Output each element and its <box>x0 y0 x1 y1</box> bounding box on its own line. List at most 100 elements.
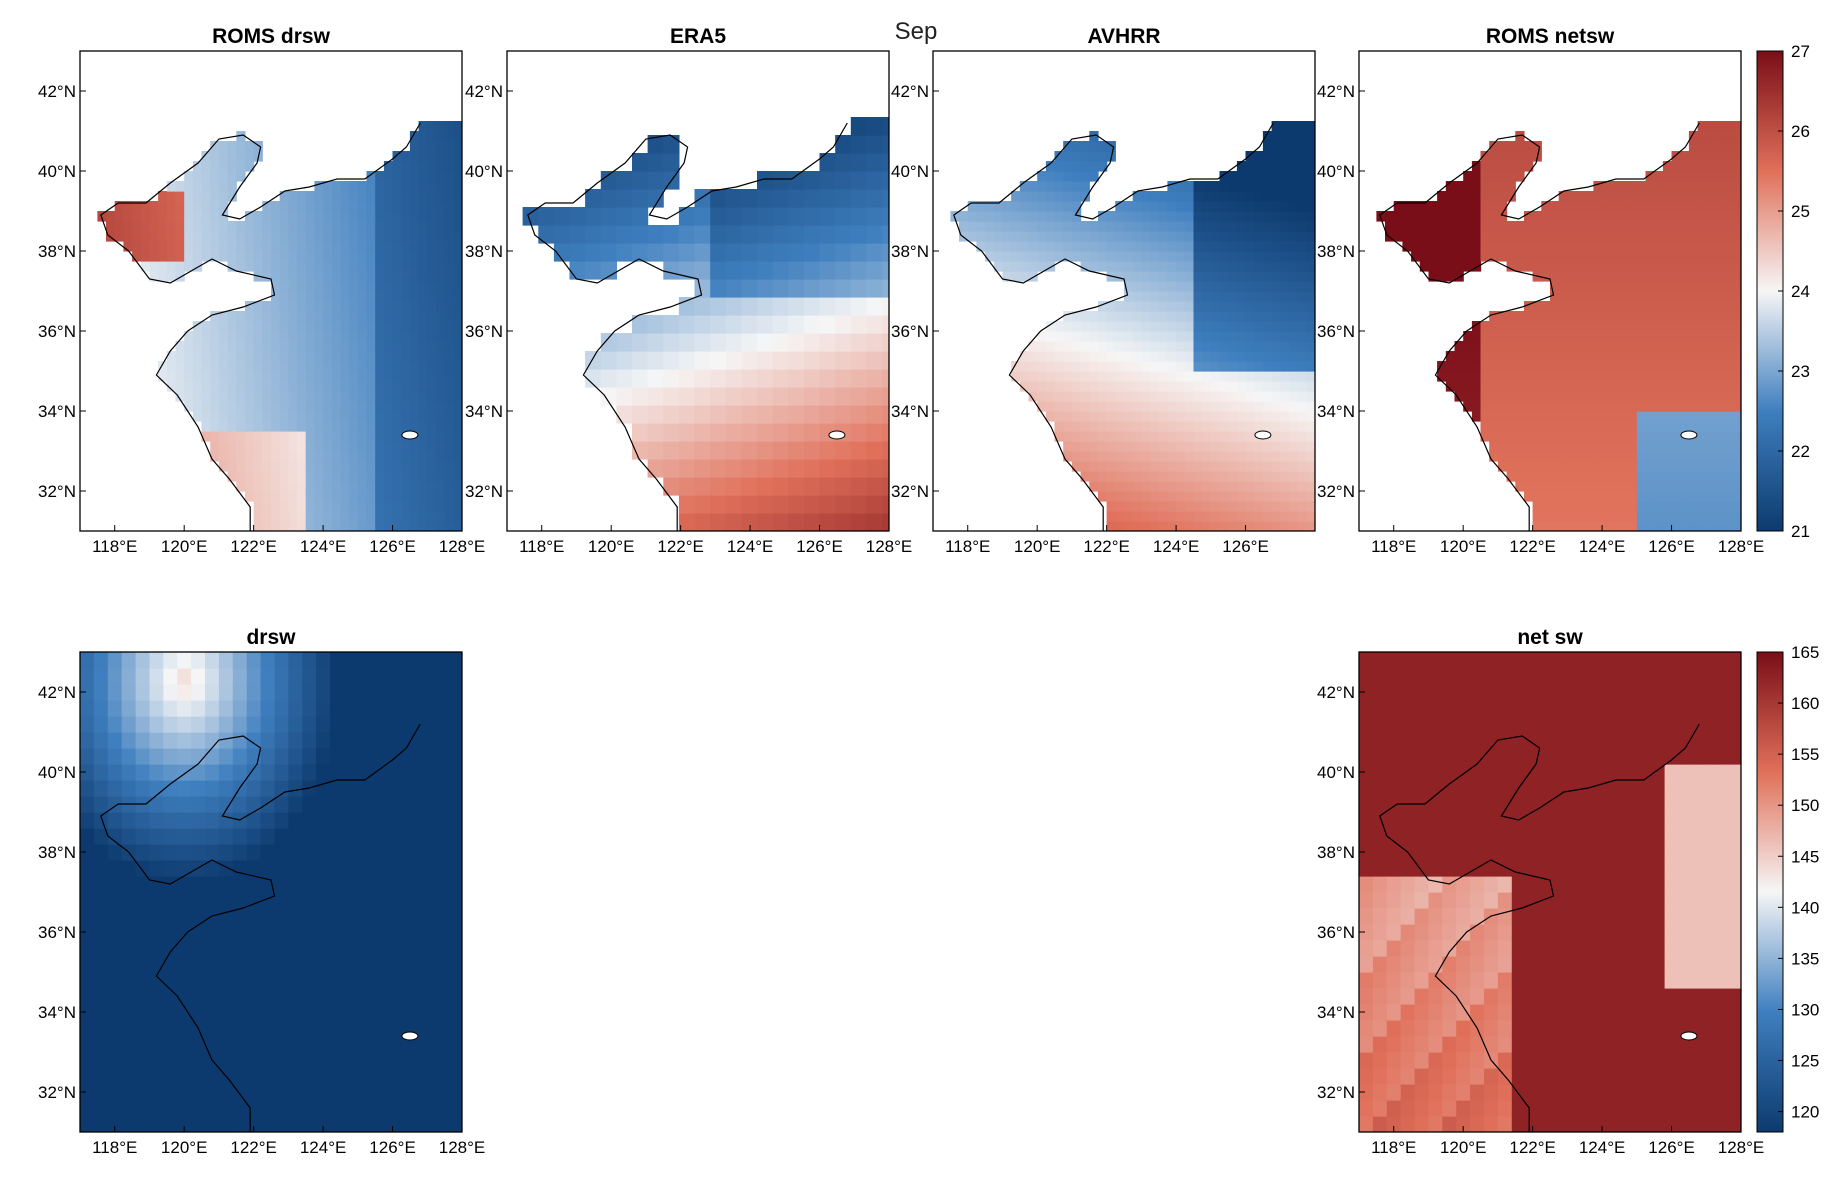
heatmap-cell <box>444 231 454 242</box>
heatmap-cell <box>663 135 680 154</box>
heatmap-cell <box>1532 261 1542 272</box>
heatmap-cell <box>107 732 123 749</box>
heatmap-cell <box>1236 271 1247 282</box>
heatmap-cell <box>246 716 262 733</box>
heatmap-cell <box>357 201 368 212</box>
heatmap-cell <box>1372 764 1388 781</box>
heatmap-cell <box>1132 291 1142 302</box>
heatmap-cell <box>1245 321 1255 332</box>
heatmap-cell <box>455 732 462 749</box>
heatmap-cell <box>1124 401 1134 412</box>
heatmap-cell <box>1106 511 1116 522</box>
heatmap-cell <box>1619 381 1629 392</box>
heatmap-cell <box>1372 716 1388 733</box>
heatmap-cell <box>1558 231 1568 242</box>
heatmap-cell <box>305 221 315 232</box>
heatmap-cell <box>1723 291 1733 302</box>
x-tick-label: 124°E <box>1153 537 1200 556</box>
heatmap-cell <box>371 780 387 797</box>
heatmap-cell <box>253 361 263 372</box>
heatmap-cell <box>1176 431 1186 442</box>
heatmap-cell <box>1480 401 1490 412</box>
heatmap-cell <box>1454 341 1464 352</box>
heatmap-cell <box>1158 361 1168 372</box>
heatmap-cell <box>803 513 821 531</box>
heatmap-cell <box>1089 241 1099 252</box>
heatmap-cell <box>401 281 411 292</box>
heatmap-cell <box>1697 161 1707 172</box>
heatmap-cell <box>1662 471 1673 482</box>
heatmap-cell <box>1254 331 1264 342</box>
heatmap-cell <box>1150 341 1160 352</box>
heatmap-cell <box>383 241 394 252</box>
heatmap-cell <box>383 161 394 172</box>
heatmap-cell <box>1645 231 1655 242</box>
heatmap-cell <box>1506 391 1516 402</box>
heatmap-cell <box>632 189 649 208</box>
y-tick-label: 38°N <box>38 843 76 862</box>
heatmap-cell <box>710 441 727 460</box>
heatmap-cell <box>444 161 454 172</box>
heatmap-cell <box>1193 201 1203 212</box>
heatmap-cell <box>331 191 342 202</box>
heatmap-cell <box>1619 461 1629 472</box>
heatmap-cell <box>1359 972 1374 989</box>
heatmap-cell <box>1054 201 1064 212</box>
heatmap-cell <box>1576 371 1586 382</box>
heatmap-cell <box>349 511 359 522</box>
heatmap-cell <box>1193 521 1203 531</box>
heatmap-cell <box>107 988 123 1005</box>
heatmap-cell <box>1697 521 1707 531</box>
heatmap-cell <box>694 513 711 531</box>
heatmap-cell <box>1706 391 1716 402</box>
heatmap-cell <box>1080 311 1090 322</box>
heatmap-cell <box>1176 481 1186 492</box>
heatmap-cell <box>271 491 281 502</box>
heatmap-cell <box>1532 211 1542 222</box>
heatmap-cell <box>1289 241 1299 252</box>
heatmap-cell <box>349 301 359 312</box>
heatmap-cell <box>1280 471 1290 482</box>
heatmap-cell <box>757 423 774 442</box>
heatmap-cell <box>262 341 272 352</box>
heatmap-cell <box>1732 231 1741 242</box>
heatmap-cell <box>427 421 437 432</box>
heatmap-cell <box>1011 211 1021 222</box>
heatmap-cell <box>349 481 359 492</box>
heatmap-cell <box>1289 321 1299 332</box>
heatmap-cell <box>236 311 246 322</box>
heatmap-cell <box>375 231 385 242</box>
heatmap-cell <box>1471 231 1482 242</box>
heatmap-cell <box>1063 311 1073 322</box>
axes-frame <box>932 50 1316 532</box>
heatmap-cell <box>401 411 411 422</box>
heatmap-cell <box>1262 271 1273 282</box>
heatmap-cell <box>1628 341 1638 352</box>
heatmap-cell <box>710 423 727 442</box>
heatmap-cell <box>710 369 727 388</box>
heatmap-cell <box>1671 511 1681 522</box>
heatmap-cell <box>1558 371 1568 382</box>
heatmap-cell <box>1706 431 1716 442</box>
heatmap-cell <box>1271 201 1281 212</box>
heatmap-cell <box>1558 481 1568 492</box>
heatmap-cell <box>246 812 262 829</box>
heatmap-cell <box>357 892 373 909</box>
heatmap-cell <box>1124 471 1134 482</box>
heatmap-cell <box>177 700 192 717</box>
heatmap-cell <box>1576 381 1586 392</box>
heatmap-cell <box>1619 331 1629 342</box>
heatmap-cell <box>1037 211 1047 222</box>
heatmap-cell <box>323 281 333 292</box>
heatmap-cell <box>1715 511 1725 522</box>
heatmap-cell <box>1297 391 1307 402</box>
heatmap-cell <box>1089 261 1099 272</box>
heatmap-cell <box>418 131 428 142</box>
heatmap-cell <box>205 1100 220 1117</box>
heatmap-cell <box>427 716 442 733</box>
heatmap-cell <box>1715 461 1725 472</box>
heatmap-cell <box>772 351 789 370</box>
heatmap-cell <box>866 351 883 370</box>
heatmap-cell <box>1193 461 1203 472</box>
heatmap-cell <box>1054 171 1064 182</box>
